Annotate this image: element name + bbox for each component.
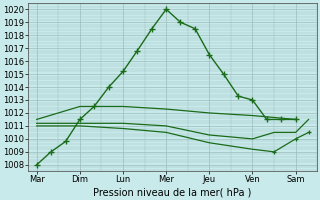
X-axis label: Pression niveau de la mer( hPa ): Pression niveau de la mer( hPa ): [93, 187, 252, 197]
